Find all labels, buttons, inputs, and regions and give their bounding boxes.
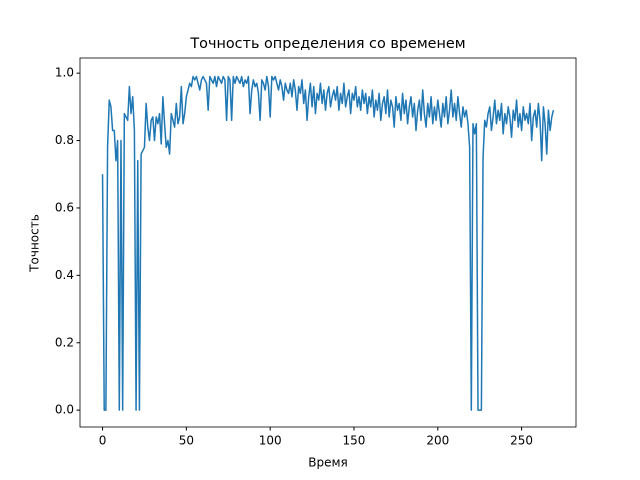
y-tick-label: 0.2 xyxy=(55,335,74,349)
x-tick-label: 250 xyxy=(510,434,533,448)
y-tick-label: 0.8 xyxy=(55,133,74,147)
y-tick-label: 0.4 xyxy=(55,268,74,282)
axes-frame xyxy=(79,57,577,428)
chart-title: Точность определения со временем xyxy=(189,36,465,52)
y-axis-label: Точность xyxy=(28,214,42,273)
x-tick-label: 200 xyxy=(426,434,449,448)
x-tick-label: 50 xyxy=(179,434,194,448)
x-tick-label: 100 xyxy=(259,434,282,448)
x-axis-label: Время xyxy=(308,456,348,470)
x-tick-label: 0 xyxy=(99,434,107,448)
y-tick-label: 1.0 xyxy=(55,66,74,80)
x-tick-label: 150 xyxy=(343,434,366,448)
data-line xyxy=(101,75,555,411)
y-tick-label: 0.0 xyxy=(55,403,74,417)
y-tick-label: 0.6 xyxy=(55,200,74,214)
